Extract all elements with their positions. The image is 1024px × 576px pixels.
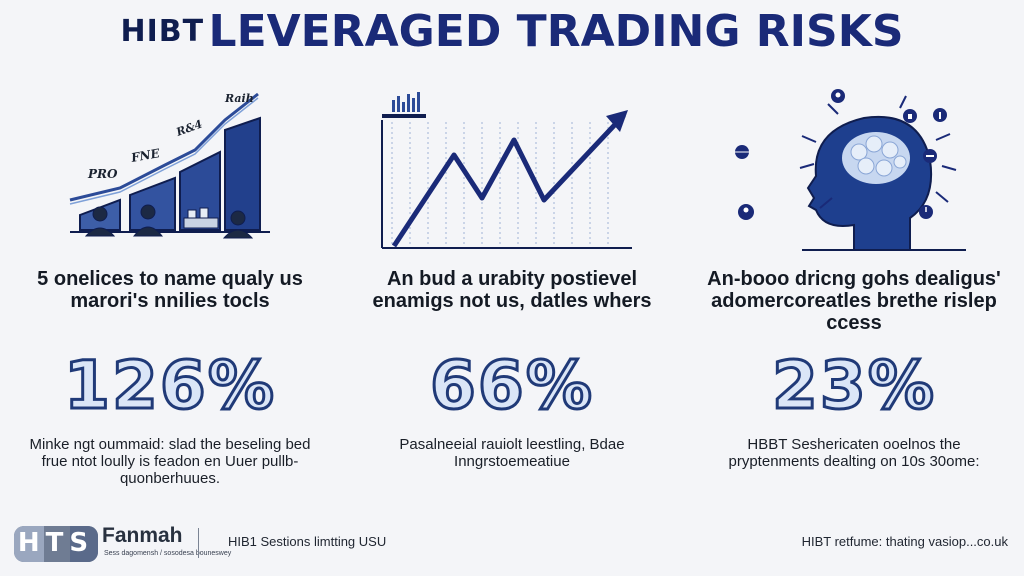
- bar-growth-illustration: Raih R&4 FNE PRO: [69, 92, 270, 239]
- line-chart-illustration: [381, 92, 632, 249]
- footer-right-link[interactable]: HIBT retfume: thating vasiop...co.uk: [801, 534, 1008, 549]
- illus-label-pro: PRO: [87, 167, 118, 181]
- desk-icon: [183, 207, 219, 229]
- footer-left-text: HIB1 Sestions limtting USU: [228, 534, 387, 549]
- logo-text: HTS: [17, 528, 95, 558]
- title-prefix: HIBT: [120, 14, 205, 49]
- column-1-description: Minke ngt oummaid: slad the beseling bed…: [29, 436, 311, 487]
- illus-label-raih: Raih: [224, 92, 254, 105]
- title-main: LEVERAGED TRADING RISKS: [208, 6, 904, 57]
- column-1-heading: 5 onelices to name qualy us marori's nni…: [37, 268, 303, 312]
- column-2-description: Pasalneeial rauiolt leestling, Bdae Inng…: [399, 436, 625, 470]
- column-1-stat: 126%: [63, 346, 276, 425]
- column-3-heading: An-booo dricng gohs dealigus' adomercore…: [707, 268, 1001, 334]
- head-brain-icon: [735, 89, 966, 251]
- brain-icon: [842, 132, 910, 184]
- user-icon: [738, 204, 754, 220]
- brand-logo: HTS: [14, 526, 98, 562]
- column-3-stat: 23%: [771, 346, 936, 425]
- footer-divider: [198, 528, 199, 558]
- minus-icon: [923, 149, 937, 163]
- brand-name: Fanmah: [102, 524, 183, 547]
- illus-label-r4: R&4: [174, 117, 205, 139]
- illus-label-fne: FNE: [129, 146, 161, 165]
- info-icon: [933, 108, 947, 122]
- column-3-description: HBBT Seshericaten ooelnos the pryptenmen…: [728, 436, 980, 470]
- location-pin-icon: [831, 89, 845, 103]
- globe-icon: [735, 145, 749, 159]
- footer: HTS Fanmah Sess dagomensh / sosodesa bou…: [0, 520, 1024, 570]
- page-title: HIBT LEVERAGED TRADING RISKS: [0, 6, 1024, 57]
- column-2-stat: 66%: [429, 346, 594, 425]
- mini-bar-icon: [382, 92, 426, 118]
- brand-subtitle: Sess dagomensh / sosodesa bouneswey: [104, 550, 232, 557]
- column-2-heading: An bud a urabity postievel enamigs not u…: [372, 268, 652, 312]
- people-icon: [84, 204, 254, 239]
- lightbulb-icon: [903, 109, 917, 123]
- clock-icon: [919, 205, 933, 219]
